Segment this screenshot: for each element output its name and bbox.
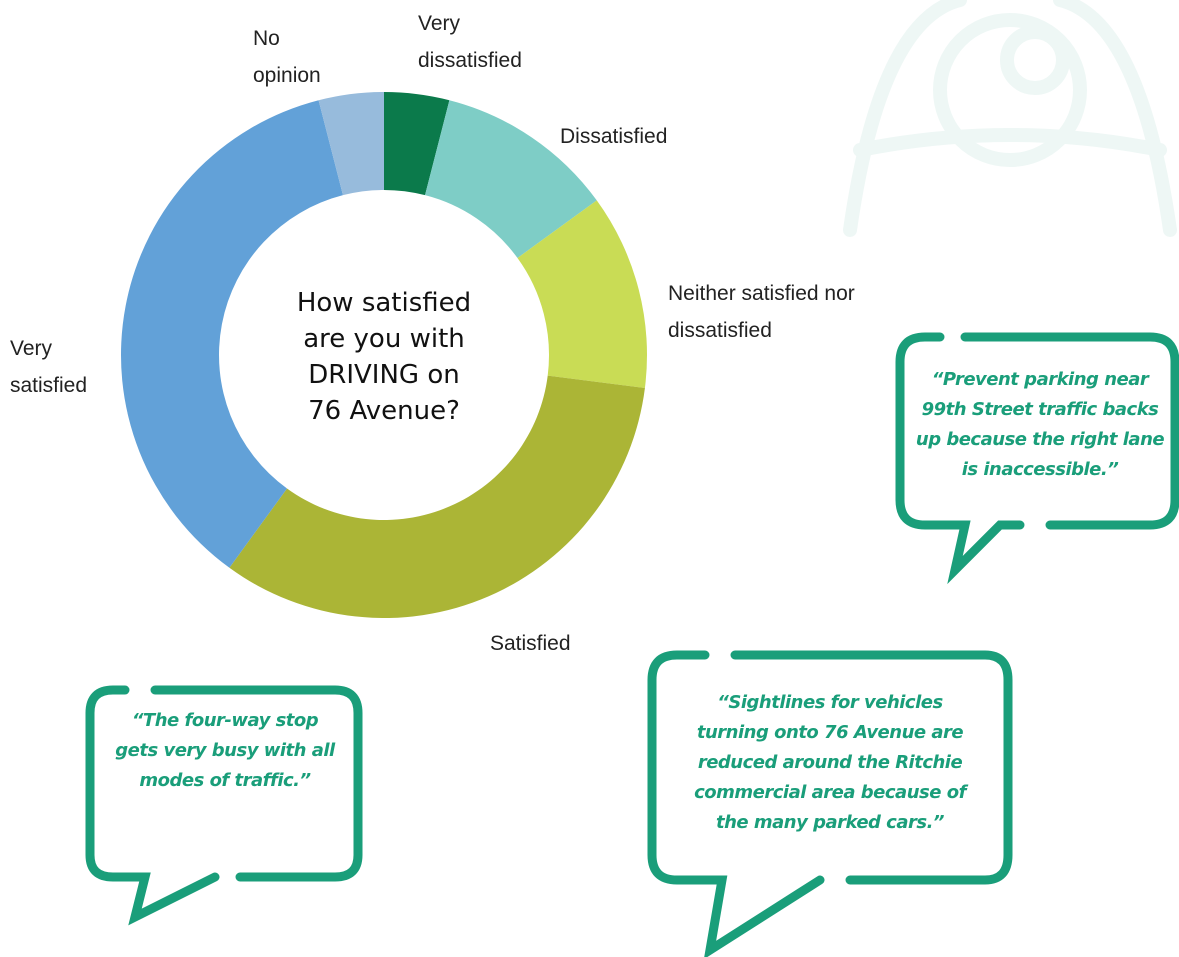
donut-segment bbox=[384, 92, 450, 196]
speech-bubbles bbox=[85, 332, 1179, 957]
donut-segment bbox=[121, 100, 343, 568]
segment-label: No opinion bbox=[253, 27, 321, 87]
segment-label: Dissatisfied bbox=[560, 125, 668, 148]
quote: “The four-way stop gets very busy with a… bbox=[115, 710, 335, 791]
segment-label: Satisfied bbox=[490, 632, 571, 655]
background-icon bbox=[843, 0, 1177, 237]
quote: “Prevent parking near 99th Street traffi… bbox=[915, 369, 1165, 480]
donut-segment bbox=[229, 375, 645, 618]
center-title: How satisfied are you with DRIVING on 76… bbox=[234, 285, 534, 429]
segment-label: Very dissatisfied bbox=[418, 12, 522, 72]
title-line: How satisfied bbox=[296, 288, 472, 318]
title-line: DRIVING on bbox=[308, 360, 460, 390]
segment-label: Neither satisfied nor dissatisfied bbox=[668, 282, 855, 342]
title-line: 76 Avenue? bbox=[308, 396, 460, 426]
donut-segment bbox=[318, 92, 384, 196]
title-line: are you with bbox=[303, 324, 465, 354]
donut-segment bbox=[517, 200, 647, 388]
segment-label: Very satisfied bbox=[10, 337, 88, 397]
quote: “Sightlines for vehicles turning onto 76… bbox=[694, 692, 966, 833]
donut-segment bbox=[425, 100, 597, 259]
